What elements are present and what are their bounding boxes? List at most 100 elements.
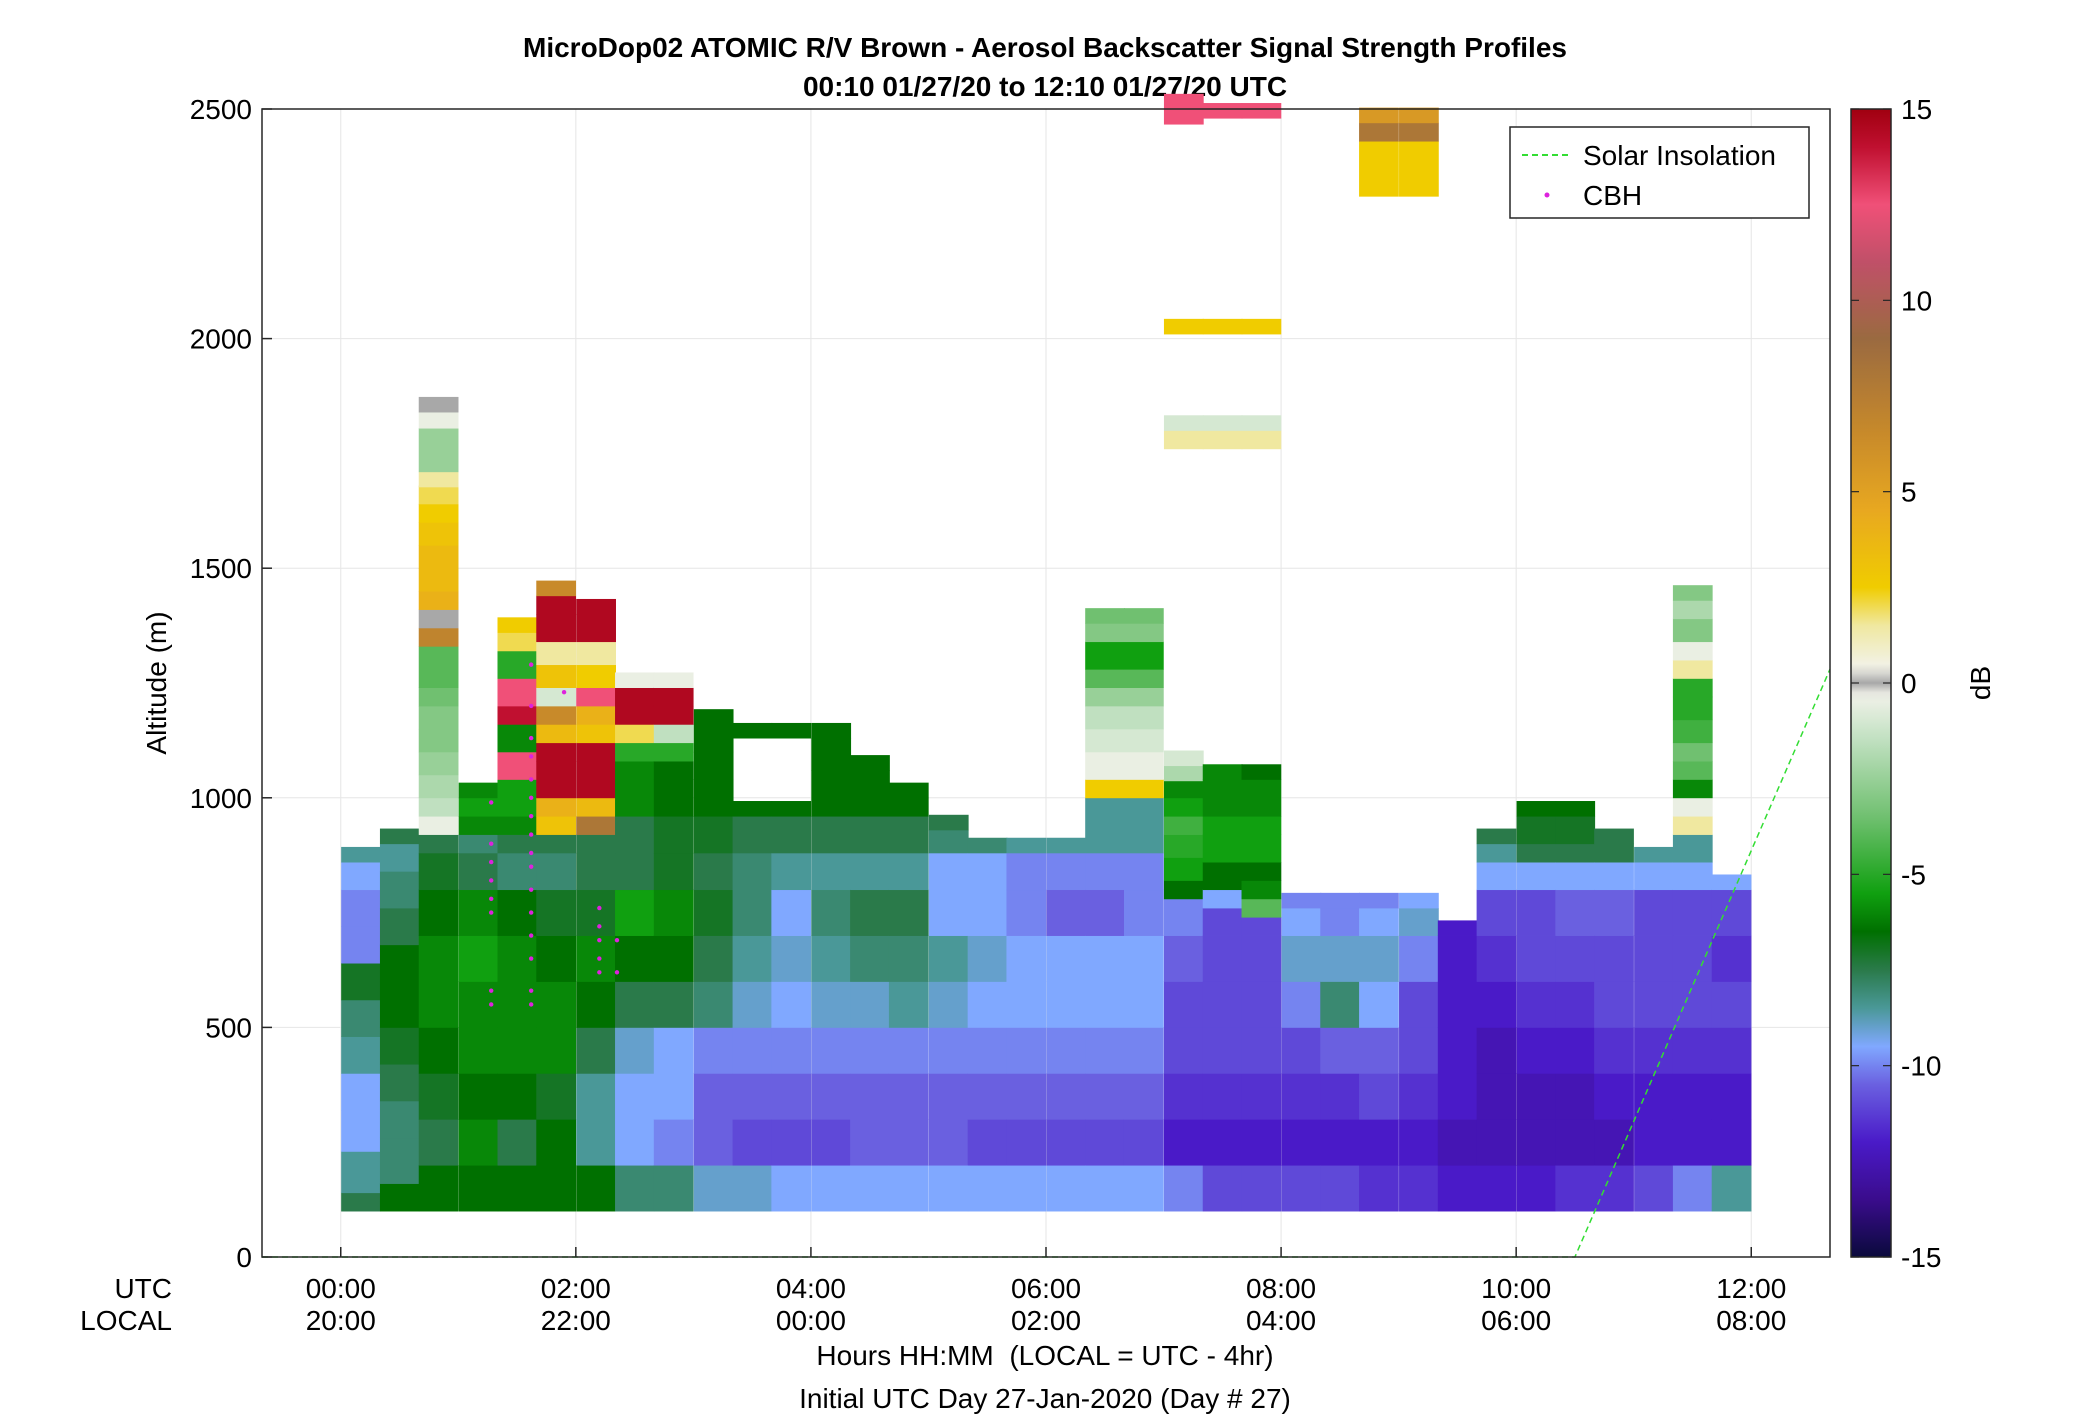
heatmap-cell (1123, 1027, 1164, 1074)
heatmap-cell (1006, 1073, 1047, 1120)
heatmap-cell (1555, 1073, 1596, 1120)
heatmap-cell (1281, 981, 1322, 1028)
heatmap-cell (418, 935, 459, 982)
heatmap-cell (341, 999, 381, 1037)
heatmap-cell (418, 852, 459, 891)
heatmap-cell (1399, 908, 1439, 936)
x-tick-label-utc: 04:00 (776, 1273, 846, 1304)
heatmap-cell (615, 935, 655, 982)
heatmap-cell (1594, 1027, 1634, 1074)
heatmap-cell (1359, 107, 1399, 124)
heatmap-cell (536, 935, 577, 982)
utc-row-label: UTC (114, 1273, 172, 1304)
heatmap-cell (1241, 935, 1282, 982)
heatmap-cell (1516, 862, 1557, 891)
heatmap-cell (1046, 1027, 1087, 1074)
heatmap-cell (1046, 935, 1087, 982)
heatmap-cell (771, 852, 812, 891)
heatmap-cell (1163, 1119, 1204, 1166)
heatmap-cell (693, 1165, 734, 1212)
heatmap-cell (1202, 908, 1243, 936)
heatmap-cell (497, 1073, 538, 1120)
heatmap-cell (418, 1119, 459, 1166)
heatmap-cell (1672, 981, 1713, 1028)
heatmap-cell (1634, 889, 1674, 936)
heatmap-cell (1281, 1119, 1322, 1166)
heatmap-cell (1046, 1073, 1087, 1120)
heatmap-cell (1202, 935, 1243, 982)
heatmap-cell (576, 1119, 616, 1166)
heatmap-cell (379, 1064, 420, 1102)
heatmap-cell (771, 889, 812, 936)
heatmap-cell (341, 846, 381, 863)
heatmap-cell (1359, 892, 1399, 909)
heatmap-cell (1594, 828, 1634, 845)
heatmap-cell (458, 782, 499, 799)
heatmap-cell (732, 1073, 773, 1120)
heatmap-cell (1046, 981, 1087, 1028)
heatmap-cell (653, 852, 694, 891)
heatmap-cell (1516, 816, 1557, 845)
heatmap-cell (1672, 797, 1713, 817)
heatmap-cell (1476, 1073, 1517, 1120)
heatmap-cell (811, 770, 852, 817)
heatmap-cell (379, 843, 420, 872)
heatmap-cell (1594, 889, 1634, 936)
heatmap-cell (418, 412, 459, 429)
heatmap-cell (1163, 981, 1204, 1028)
heatmap-cell (418, 627, 459, 647)
heatmap-cell (1399, 1027, 1439, 1074)
heatmap-cell (615, 687, 655, 707)
heatmap-cell (576, 1027, 616, 1074)
heatmap-cell (341, 1110, 381, 1152)
heatmap-cell (1672, 816, 1713, 835)
heatmap-cell (379, 944, 420, 982)
heatmap-cell (418, 834, 459, 854)
heatmap-cell (418, 687, 459, 707)
heatmap-cell (497, 617, 538, 633)
y-tick-label: 2000 (190, 324, 252, 355)
cbh-point (597, 924, 602, 929)
heatmap-cell (1320, 908, 1361, 936)
x-axis-label-day: Initial UTC Day 27-Jan-2020 (Day # 27) (799, 1383, 1291, 1414)
heatmap-cell (341, 1192, 381, 1212)
heatmap-cell (1516, 843, 1557, 863)
heatmap-cell (888, 889, 929, 936)
heatmap-cell (458, 816, 499, 835)
heatmap-cell (536, 724, 577, 744)
heatmap-cell (653, 687, 694, 707)
heatmap-cell (732, 1027, 773, 1074)
heatmap-cell (1634, 1073, 1674, 1120)
heatmap-cell (615, 852, 655, 891)
heatmap-cell (1516, 801, 1557, 817)
heatmap-cell (418, 485, 459, 505)
heatmap-cell (850, 755, 890, 771)
heatmap-cell (1672, 862, 1713, 891)
heatmap-cell (1123, 751, 1164, 780)
heatmap-cell (536, 705, 577, 725)
heatmap-cell (1711, 874, 1752, 891)
heatmap-cell (576, 1073, 616, 1120)
heatmap-cell (1163, 318, 1204, 335)
heatmap-cell (576, 816, 616, 835)
heatmap-cell (1359, 1073, 1399, 1120)
heatmap-cell (341, 1151, 381, 1194)
heatmap-cell (1202, 1119, 1243, 1166)
heatmap-cell (418, 471, 459, 488)
local-row-label: LOCAL (80, 1305, 172, 1336)
heatmap-cell (1634, 1027, 1674, 1074)
heatmap-cell (811, 852, 852, 891)
heatmap-cell (771, 981, 812, 1028)
heatmap-cell (1281, 1165, 1322, 1212)
heatmap-cell (693, 889, 734, 936)
heatmap-cell (1672, 1165, 1713, 1212)
heatmap-cell (1594, 1165, 1634, 1212)
heatmap-cell (693, 724, 734, 753)
heatmap-cell (1085, 751, 1125, 780)
y-tick-label: 1000 (190, 783, 252, 814)
heatmap-cell (928, 981, 969, 1028)
heatmap-cell (536, 797, 577, 817)
heatmap-cell (615, 981, 655, 1028)
heatmap-cell (967, 1165, 1008, 1212)
